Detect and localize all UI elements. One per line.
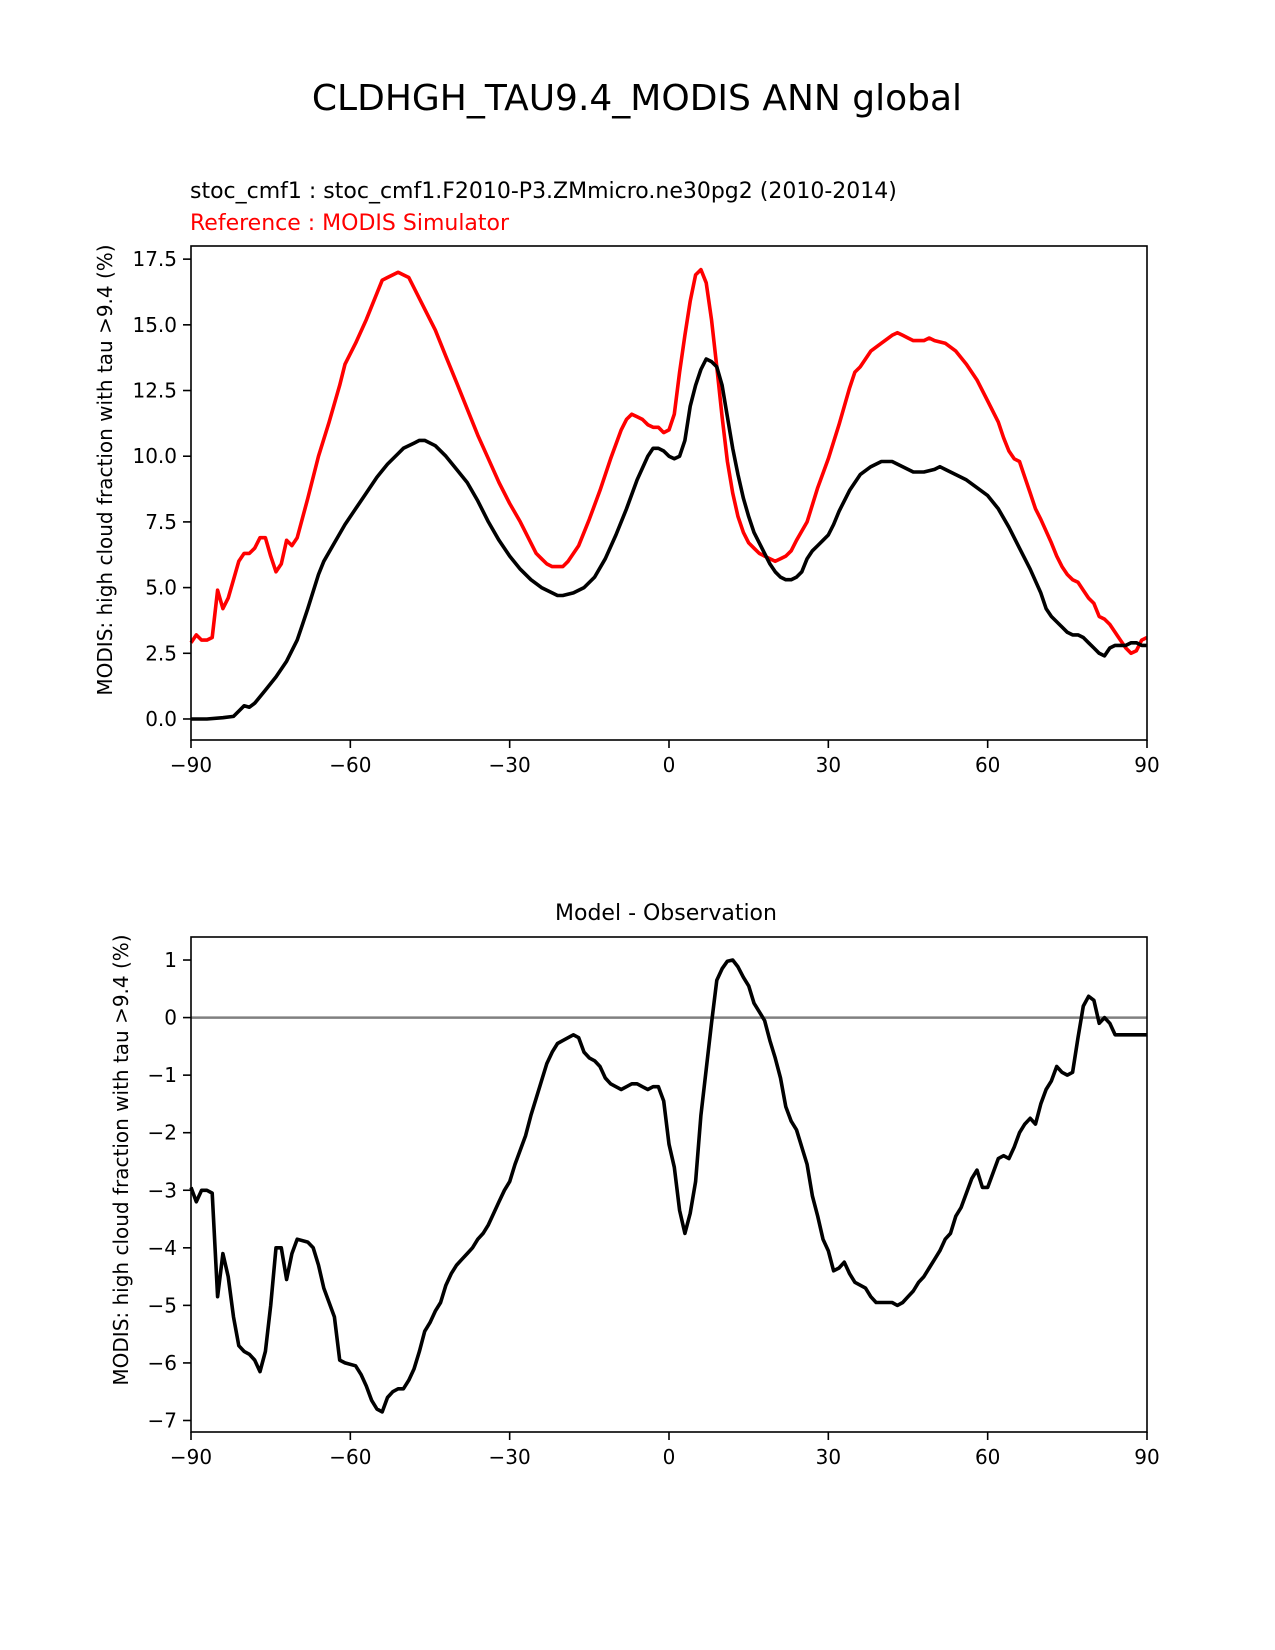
top-xtick-label: 90 (1134, 753, 1159, 777)
top-ytick-label: 10.0 (132, 444, 177, 468)
bottom-ylabel: MODIS: high cloud fraction with tau >9.4… (109, 934, 133, 1385)
bottom-ytick-label: −3 (148, 1178, 177, 1202)
top-ytick-label: 0.0 (145, 707, 177, 731)
top-series-1-line (191, 357, 1147, 721)
bottom-axes-frame (190, 936, 1148, 1433)
bottom-ytick-label: −4 (148, 1236, 177, 1260)
bottom-title: Model - Observation (555, 901, 777, 926)
top-ytick-label: 2.5 (145, 641, 177, 665)
top-xtick-label: −30 (489, 753, 531, 777)
bottom-ytick-label: −7 (148, 1408, 177, 1432)
top-title-test: stoc_cmf1 : stoc_cmf1.F2010-P3.ZMmicro.n… (190, 179, 897, 204)
top-ytick-label: 7.5 (145, 510, 177, 534)
top-title-reference: Reference : MODIS Simulator (190, 211, 510, 236)
top-xtick-label: 0 (663, 753, 676, 777)
top-ylabel: MODIS: high cloud fraction with tau >9.4… (93, 244, 117, 695)
bottom-xtick-label: 30 (816, 1445, 841, 1469)
bottom-xtick-label: 90 (1134, 1445, 1159, 1469)
top-series-0-line (189, 267, 1148, 656)
bottom-xtick-label: −90 (170, 1445, 212, 1469)
bottom-panel: Model - Observation −90 −60 −30 0 30 60 90 1 0 −1… (109, 901, 1160, 1469)
bottom-xtick-label: 0 (663, 1445, 676, 1469)
bottom-plot-area: −90 −60 −30 0 30 60 90 1 0 −1 −2 −3 −4 −5 −6 −7 (148, 936, 1160, 1469)
top-xtick-label: 60 (975, 753, 1000, 777)
bottom-xtick-label: 60 (975, 1445, 1000, 1469)
top-plot-area: −90 −60 −30 0 30 60 90 0.0 2.5 5.0 7.5 10.0 12.5 15.0… (132, 245, 1160, 777)
bottom-ytick-label: −6 (148, 1351, 177, 1375)
figure-suptitle: CLDHGH_TAU9.4_MODIS ANN global (312, 78, 962, 119)
bottom-xtick-label: −30 (489, 1445, 531, 1469)
bottom-ytick-label: 1 (164, 948, 177, 972)
top-xtick-label: −60 (329, 753, 371, 777)
bottom-ytick-label: −2 (148, 1121, 177, 1145)
bottom-ytick-label: 0 (164, 1006, 177, 1030)
top-axes-frame (190, 245, 1148, 741)
top-ytick-label: 17.5 (132, 247, 177, 271)
top-ytick-label: 15.0 (132, 313, 177, 337)
bottom-ytick-label: −5 (148, 1293, 177, 1317)
bottom-series-0-line (189, 958, 1147, 1414)
bottom-ytick-label: −1 (148, 1063, 177, 1087)
top-ytick-label: 12.5 (132, 379, 177, 403)
top-xtick-label: 30 (816, 753, 841, 777)
top-ytick-label: 5.0 (145, 576, 177, 600)
bottom-xtick-label: −60 (329, 1445, 371, 1469)
top-panel: stoc_cmf1 : stoc_cmf1.F2010-P3.ZMmicro.n… (93, 179, 1160, 777)
top-xtick-label: −90 (170, 753, 212, 777)
